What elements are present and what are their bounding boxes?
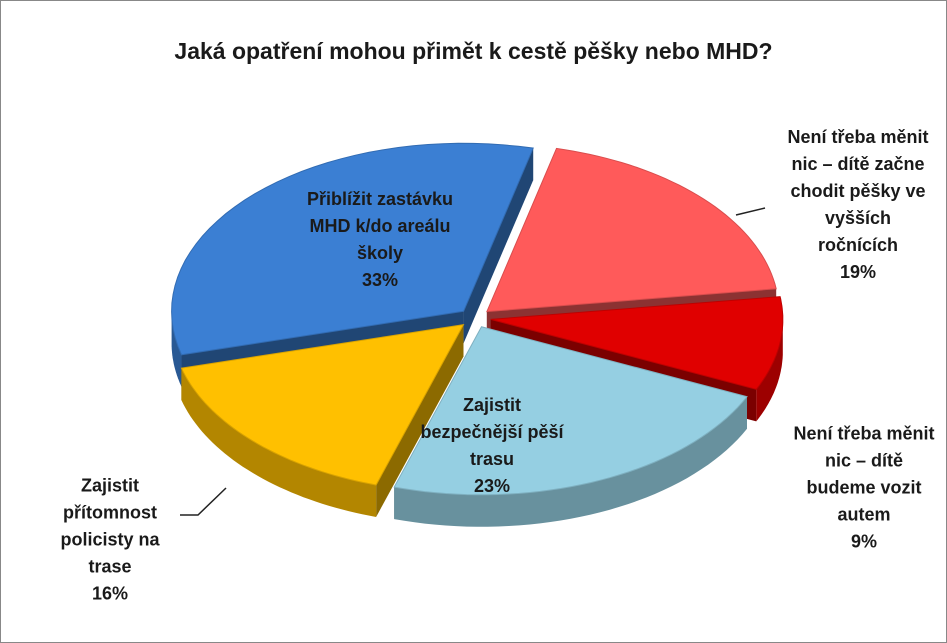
- slice: [393, 326, 748, 496]
- slice: [490, 296, 784, 390]
- leader-line: [735, 207, 766, 216]
- slice-side: [463, 148, 534, 344]
- category-label: Zajistit bezpečnější pěší trasu: [420, 395, 564, 469]
- slice-side: [376, 324, 464, 517]
- category-label: Není třeba měnit nic – dítě budeme vozit…: [793, 423, 935, 525]
- slices: [171, 142, 784, 527]
- value-label: 16%: [91, 583, 129, 604]
- slice-rim: [394, 396, 747, 527]
- category-label: Není třeba měnit nic – dítě začne chodit…: [787, 127, 929, 255]
- slice-label: Není třeba měnit nic – dítě začne chodit…: [783, 124, 933, 286]
- slice-rim: [181, 368, 377, 517]
- slice: [180, 323, 465, 486]
- slice: [486, 147, 777, 313]
- value-label: 33%: [361, 270, 399, 290]
- slice-label: Zajistit bezpečnější pěší trasu 23%: [417, 392, 567, 500]
- category-label: Zajistit přítomnost policisty na trase: [60, 475, 160, 577]
- value-label: 9%: [850, 531, 877, 552]
- value-label: 23%: [473, 476, 511, 496]
- chart-title: Jaká opatření mohou přimět k cestě pěšky…: [174, 38, 773, 64]
- slice-label: Zajistit přítomnost policisty na trase 16…: [40, 473, 180, 608]
- category-label: Přiblížit zastávku MHD k/do areálu školy: [306, 189, 454, 263]
- slice-label: Přiblížit zastávku MHD k/do areálu školy…: [300, 186, 460, 294]
- slice-label: Není třeba měnit nic – dítě budeme vozit…: [789, 421, 939, 556]
- slice-rim: [171, 311, 182, 387]
- value-label: 19%: [839, 262, 877, 282]
- leader-line: [180, 487, 227, 516]
- slice: [171, 142, 534, 356]
